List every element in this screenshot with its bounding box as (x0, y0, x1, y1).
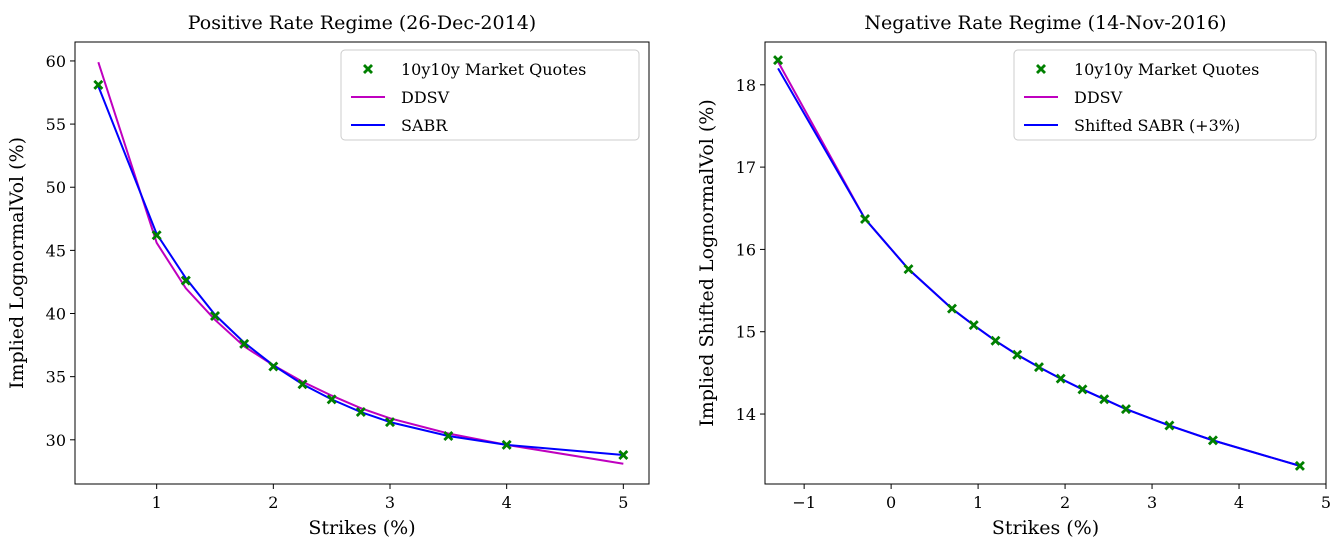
y-tick-label: 18 (736, 76, 756, 95)
x-tick-label: −1 (792, 493, 816, 512)
marker (268, 361, 279, 372)
marker (618, 449, 629, 460)
series-line (97, 61, 624, 465)
legend-label: SABR (401, 116, 448, 135)
marker (968, 320, 979, 331)
y-tick-label: 40 (46, 305, 66, 324)
y-tick-label: 45 (46, 241, 66, 260)
marker (1077, 384, 1088, 395)
y-tick-label: 55 (46, 115, 66, 134)
series-line (97, 85, 624, 456)
marker (1012, 349, 1023, 360)
marker (1033, 362, 1044, 373)
x-tick-label: 2 (1060, 493, 1070, 512)
y-tick-label: 15 (736, 323, 756, 342)
marker (1120, 404, 1131, 415)
x-axis-label: Strikes (%) (308, 517, 415, 539)
x-tick-label: 5 (1321, 493, 1331, 512)
marker (1055, 373, 1066, 384)
marker (385, 417, 395, 428)
marker (947, 303, 957, 314)
marker (297, 379, 308, 390)
legend: 10y10y Market Quotes DDSV SABR (340, 49, 640, 141)
legend-label: DDSV (1074, 88, 1123, 107)
y-axis-label: Implied Shifted LognormalVol (%) (696, 99, 718, 427)
y-tick-label: 60 (46, 52, 66, 71)
chart-title: Positive Rate Regime (26-Dec-2014) (188, 12, 536, 34)
marker (180, 275, 191, 286)
y-tick-label: 17 (736, 158, 756, 177)
legend-label: 10y10y Market Quotes (401, 60, 586, 79)
y-tick-label: 30 (46, 431, 66, 450)
marker (1207, 435, 1218, 446)
legend-box (340, 49, 640, 141)
marker (151, 230, 162, 241)
marker (773, 55, 784, 66)
x-tick-label: 0 (886, 493, 896, 512)
marker (355, 407, 366, 418)
marker (1164, 420, 1175, 431)
legend-marker (363, 64, 373, 74)
x-tick-label: 1 (152, 493, 162, 512)
axes-frame (74, 41, 650, 485)
chart-panel: Negative Rate Regime (14-Nov-2016) Strike… (696, 12, 1331, 539)
y-axis-label: Implied LognormalVol (%) (6, 137, 28, 389)
y-tick-label: 50 (46, 178, 66, 197)
x-tick-label: 5 (618, 493, 628, 512)
legend-label: Shifted SABR (+3%) (1074, 116, 1240, 135)
marker (1294, 460, 1305, 471)
legend-marker (1036, 64, 1046, 74)
marker (239, 338, 250, 349)
x-tick-label: 1 (973, 493, 983, 512)
x-tick-label: 4 (502, 493, 512, 512)
y-tick-label: 35 (46, 368, 66, 387)
legend-label: DDSV (401, 88, 450, 107)
legend-label: 10y10y Market Quotes (1074, 60, 1259, 79)
x-tick-label: 2 (268, 493, 278, 512)
x-axis-label: Strikes (%) (992, 517, 1099, 539)
axes-frame (764, 41, 1327, 485)
marker (903, 264, 914, 275)
x-tick-label: 3 (1147, 493, 1157, 512)
chart-title: Negative Rate Regime (14-Nov-2016) (864, 12, 1226, 34)
x-tick-label: 4 (1234, 493, 1244, 512)
legend-box (1013, 49, 1317, 141)
x-tick-label: 3 (385, 493, 395, 512)
marker (443, 431, 454, 442)
marker (1099, 394, 1110, 405)
marker (990, 335, 1001, 346)
y-tick-label: 16 (736, 240, 756, 259)
marker (93, 79, 104, 90)
chart-panel: Positive Rate Regime (26-Dec-2014) Strike… (6, 12, 650, 539)
marker (210, 311, 220, 322)
legend: 10y10y Market Quotes DDSV Shifted SABR (+3… (1013, 49, 1317, 141)
marker (326, 394, 337, 405)
marker (501, 439, 512, 450)
y-tick-label: 14 (736, 405, 756, 424)
marker (860, 213, 871, 224)
